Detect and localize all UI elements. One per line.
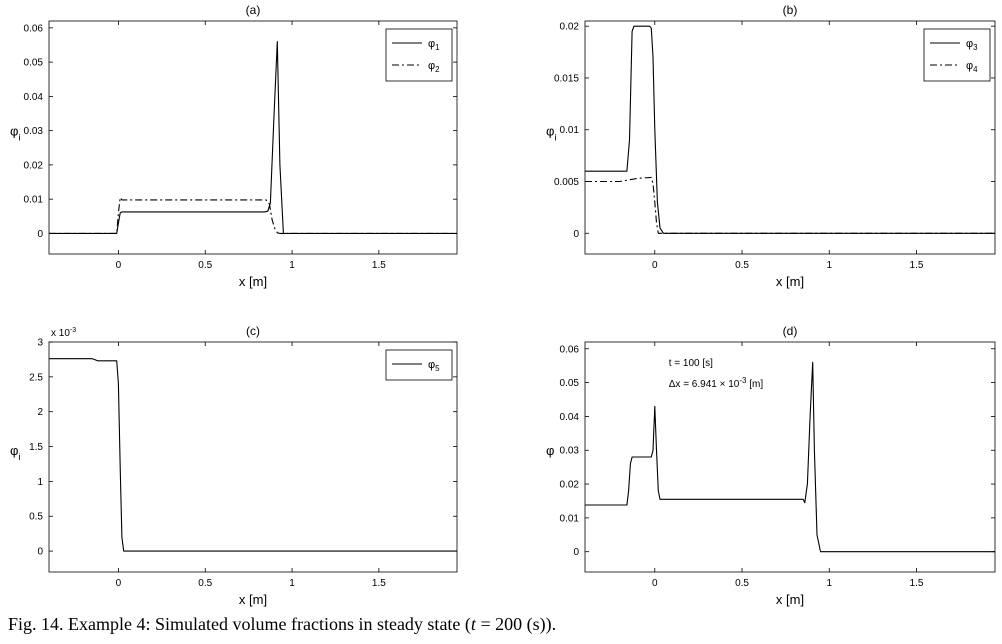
y-tick-label: 1.5	[29, 442, 43, 453]
x-tick-label: 1.5	[910, 260, 924, 271]
y-tick-label: 3	[37, 338, 43, 349]
y-axis-label: φi	[546, 124, 557, 143]
y-axis-multiplier: x 10-3	[51, 327, 76, 339]
x-tick-label: 1	[826, 578, 832, 589]
series-line	[49, 41, 457, 234]
caption-variable: t	[470, 614, 476, 634]
x-axis-label: x [m]	[776, 274, 804, 289]
legend-entry: φ4	[966, 60, 978, 74]
chart-title: (d)	[783, 324, 798, 338]
y-tick-label: 0.06	[560, 344, 580, 355]
y-tick-label: 1	[37, 477, 43, 488]
y-tick-label: 0.01	[24, 195, 44, 206]
y-tick-label: 0.005	[554, 177, 579, 188]
x-tick-label: 0	[116, 260, 122, 271]
series-line	[49, 196, 457, 234]
x-tick-label: 1	[289, 578, 295, 589]
x-tick-label: 0	[116, 578, 122, 589]
legend-entry: φ3	[966, 38, 978, 52]
series-line	[585, 25, 995, 234]
x-tick-label: 0.5	[735, 260, 749, 271]
x-tick-label: 1.5	[372, 260, 386, 271]
series-line	[49, 358, 457, 552]
y-tick-label: 0.02	[24, 160, 44, 171]
plot-area	[584, 341, 996, 573]
chart-title: (b)	[783, 3, 798, 17]
y-tick-label: 0.03	[560, 446, 580, 457]
y-tick-label: 0.05	[24, 58, 44, 69]
y-tick-label: 0.03	[24, 126, 44, 137]
y-tick-label: 0.015	[554, 73, 579, 84]
y-axis-label: φi	[10, 124, 21, 143]
y-tick-label: 2	[37, 407, 43, 418]
legend-box	[385, 349, 453, 381]
chart-title: (c)	[246, 324, 260, 338]
y-tick-label: 0.01	[560, 125, 580, 136]
y-tick-label: 0.04	[560, 412, 580, 423]
chart-panel: (a) 0 0.5 1 1.5 0 0.01 0.02 0.03 0.04 0.05 0.06 x [m…	[10, 3, 458, 289]
series-line	[585, 176, 995, 234]
chart-panel: (d) 0 0.5 1 1.5 0 0.01 0.02 0.03 0.04 0.05 0.06 x [m…	[546, 324, 996, 607]
y-tick-label: 0	[37, 547, 43, 558]
annotation-time: t = 100 [s]	[669, 358, 713, 369]
x-tick-label: 0	[652, 260, 658, 271]
annotation-dx: Δx = 6.941 × 10-3 [m]	[669, 376, 764, 390]
x-tick-label: 1.5	[372, 578, 386, 589]
y-tick-label: 0.02	[560, 480, 580, 491]
y-tick-label: 2.5	[29, 372, 43, 383]
chart-title: (a)	[246, 3, 261, 17]
figure-caption: Fig. 14. Example 4: Simulated volume fra…	[8, 614, 998, 635]
x-axis-label: x [m]	[239, 592, 267, 607]
x-axis-label: x [m]	[776, 592, 804, 607]
y-tick-label: 0.06	[24, 23, 44, 34]
legend-box	[385, 28, 453, 82]
x-tick-label: 1	[289, 260, 295, 271]
y-axis-label: φi	[10, 443, 21, 462]
y-tick-label: 0	[573, 229, 579, 240]
y-tick-label: 0.01	[560, 513, 580, 524]
y-tick-label: 0.05	[560, 378, 580, 389]
chart-panel: (c) 0 0.5 1 1.5 0 0.5 1 1.5 2 2.5 3 x [m] φi x 10-3 φ5	[10, 324, 458, 607]
caption-prefix: Fig. 14. Example 4: Simulated volume fra…	[8, 614, 471, 634]
y-tick-label: 0.02	[560, 22, 580, 33]
x-tick-label: 0.5	[735, 578, 749, 589]
figure: (a) 0 0.5 1 1.5 0 0.01 0.02 0.03 0.04 0.05 0.06 x [m…	[10, 3, 996, 607]
series-line	[585, 361, 995, 553]
x-tick-label: 1	[826, 260, 832, 271]
legend-entry: φ2	[428, 60, 440, 74]
x-tick-label: 0	[652, 578, 658, 589]
legend-entry: φ5	[428, 359, 440, 373]
chart-panel: (b) 0 0.5 1 1.5 0 0.005 0.01 0.015 0.02 x [m] φi φ3 φ…	[546, 3, 996, 289]
legend-entry: φ1	[428, 38, 440, 52]
x-axis-label: x [m]	[239, 274, 267, 289]
x-tick-label: 1.5	[910, 578, 924, 589]
x-tick-label: 0.5	[198, 260, 212, 271]
y-tick-label: 0	[37, 229, 43, 240]
y-tick-label: 0.04	[24, 92, 44, 103]
caption-suffix: = 200 (s)).	[475, 614, 557, 634]
y-tick-label: 0	[573, 547, 579, 558]
y-tick-label: 0.5	[29, 512, 43, 523]
x-tick-label: 0.5	[198, 578, 212, 589]
y-axis-label: φ	[546, 443, 554, 458]
legend-box	[923, 28, 991, 82]
